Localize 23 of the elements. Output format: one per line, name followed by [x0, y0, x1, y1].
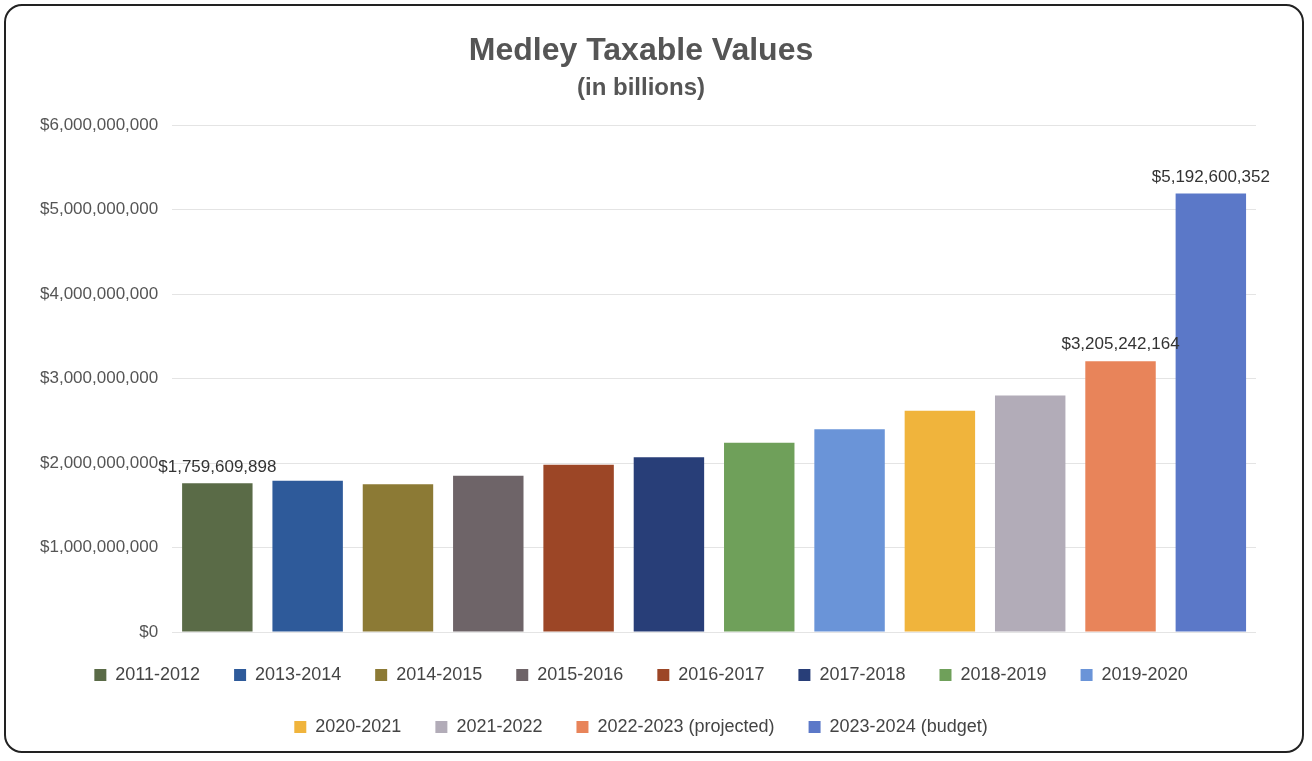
data-label: $1,759,609,898	[158, 456, 277, 476]
legend-label: 2013-2014	[255, 663, 342, 684]
legend-label: 2017-2018	[819, 663, 906, 684]
chart-subtitle: (in billions)	[577, 73, 705, 101]
legend-label: 2020-2021	[315, 715, 402, 736]
y-tick-label: $0	[139, 621, 159, 641]
chart-title: Medley Taxable Values	[468, 31, 814, 68]
legend-label: 2023-2024 (budget)	[829, 715, 988, 736]
y-tick-label: $2,000,000,000	[40, 452, 159, 472]
y-tick-label: $3,000,000,000	[40, 368, 159, 388]
legend-label: 2022-2023 (projected)	[597, 715, 775, 736]
legend-label: 2019-2020	[1101, 663, 1188, 684]
y-tick-label: $1,000,000,000	[40, 537, 159, 557]
y-tick-label: $4,000,000,000	[40, 283, 159, 303]
data-label: $5,192,600,352	[1151, 166, 1270, 186]
legend-label: 2014-2015	[396, 663, 483, 684]
y-tick-label: $6,000,000,000	[40, 114, 159, 134]
legend-label: 2011-2012	[115, 663, 201, 684]
legend-label: 2016-2017	[678, 663, 765, 684]
legend-label: 2015-2016	[537, 663, 624, 684]
y-tick-label: $5,000,000,000	[40, 199, 159, 219]
legend-label: 2021-2022	[456, 715, 543, 736]
legend-label: 2018-2019	[960, 663, 1047, 684]
